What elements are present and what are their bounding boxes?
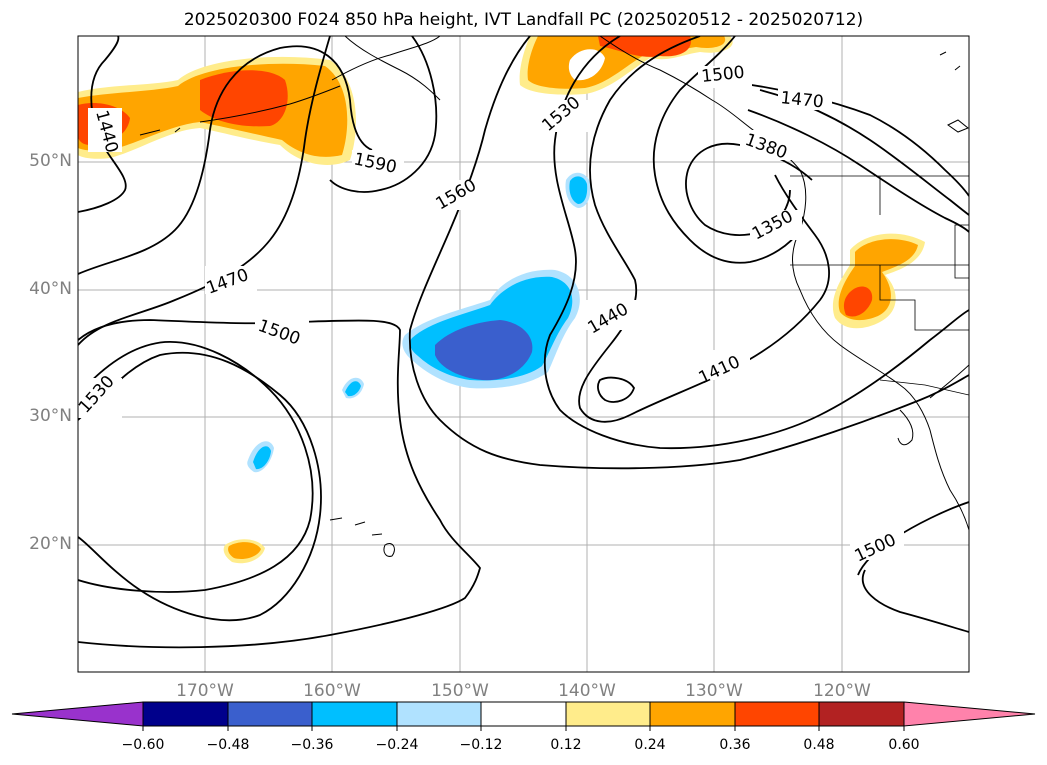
lon-label: 150°W — [431, 681, 489, 701]
map-title: 2025020300 F024 850 hPa height, IVT Land… — [183, 10, 864, 30]
colorbar-segment — [227, 701, 313, 727]
colorbar-tick-label: 0.36 — [719, 737, 751, 753]
negative-ivt-regions — [247, 172, 591, 473]
colorbar-tick-label: 0.24 — [634, 737, 666, 753]
lon-label: 140°W — [558, 681, 616, 701]
positive-ivt-regions — [78, 36, 925, 564]
political-borders — [790, 175, 969, 396]
colorbar-tick-label: −0.12 — [459, 737, 503, 753]
contour-label-backgrounds — [78, 66, 904, 560]
colorbar-segment — [818, 701, 905, 727]
colorbar-segment — [311, 701, 398, 727]
lat-label: 20°N — [29, 534, 72, 554]
colorbar-tick-label: 0.60 — [888, 737, 920, 753]
map-frame — [77, 35, 970, 673]
coastlines — [139, 36, 969, 557]
lon-label: 160°W — [303, 681, 361, 701]
colorbar-segment — [649, 701, 736, 727]
colorbar-tick-label: −0.60 — [121, 737, 165, 753]
colorbar-segment — [734, 701, 820, 727]
colorbar-segment — [480, 701, 567, 727]
colorbar-tick-label: −0.24 — [375, 737, 419, 753]
colorbar-tick-label: 0.12 — [550, 737, 582, 753]
colorbar-segment — [396, 701, 482, 727]
colorbar — [11, 701, 1036, 731]
lat-label: 50°N — [29, 151, 72, 171]
colorbar-tick-label: 0.48 — [803, 737, 835, 753]
colorbar-tick-label: −0.36 — [290, 737, 334, 753]
colorbar-tick-label: −0.48 — [206, 737, 250, 753]
colorbar-segment — [903, 701, 1036, 727]
lon-label: 130°W — [685, 681, 743, 701]
colorbar-segment — [11, 701, 144, 727]
colorbar-segment — [565, 701, 651, 727]
contour-label: 1470 — [779, 88, 824, 112]
lon-label: 170°W — [176, 681, 234, 701]
contour-label: 1500 — [700, 63, 745, 87]
colorbar-segment — [142, 701, 229, 727]
lon-label: 120°W — [813, 681, 871, 701]
lat-label: 40°N — [29, 279, 72, 299]
lat-label: 30°N — [29, 406, 72, 426]
